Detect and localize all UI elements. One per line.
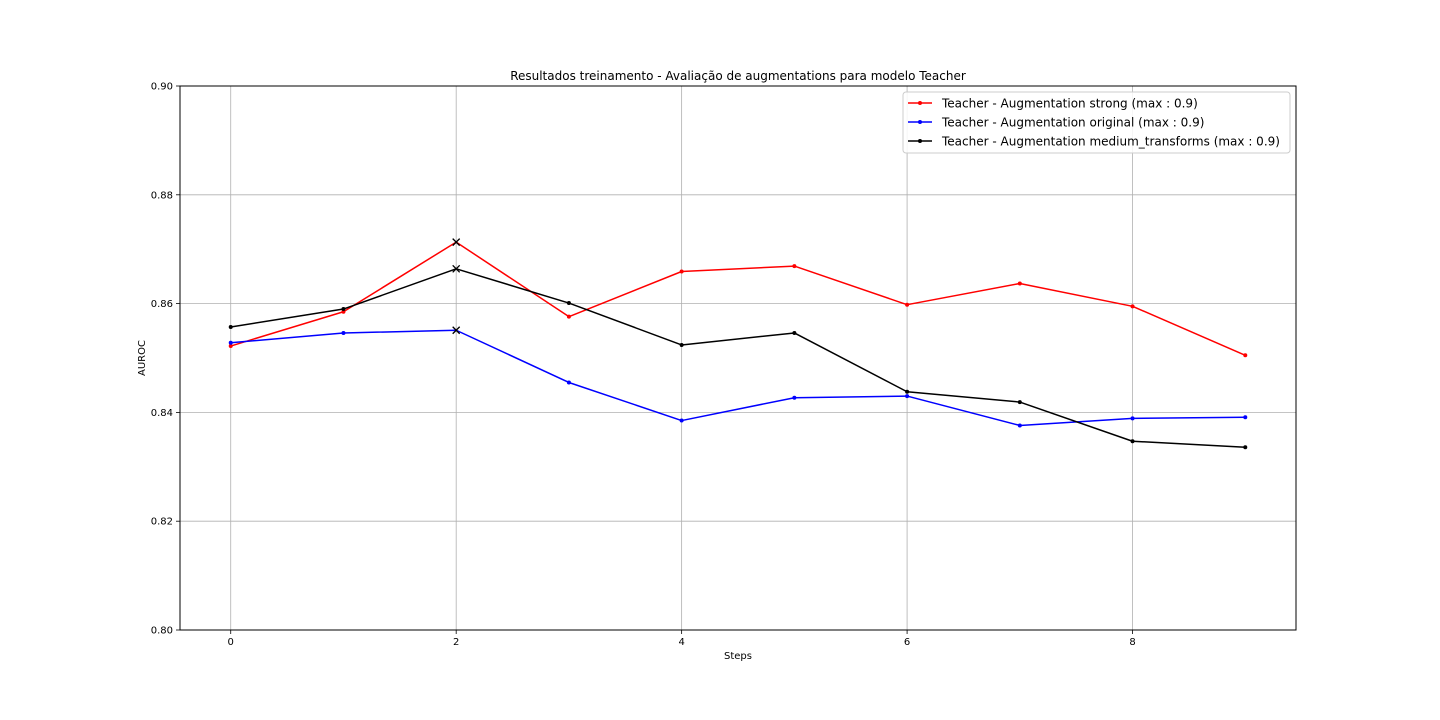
data-point [228, 344, 233, 349]
data-point [905, 389, 910, 394]
x-axis: 0 2 4 6 8 [228, 630, 1136, 648]
data-point [341, 330, 346, 335]
max-point-marker [452, 238, 461, 247]
data-point [679, 418, 684, 423]
data-point [1130, 304, 1135, 309]
data-point [228, 324, 233, 329]
legend-label: Teacher - Augmentation strong (max : 0.9… [941, 97, 1198, 111]
data-point [1243, 353, 1248, 358]
grid-lines [180, 85, 1296, 631]
y-axis: 0.80 0.82 0.84 0.86 0.88 0.90 [151, 82, 180, 637]
x-tick-label: 0 [228, 637, 234, 648]
y-tick-label: 0.82 [151, 517, 173, 528]
y-axis-label: AUROC [137, 340, 148, 376]
legend-label: Teacher - Augmentation medium_transforms… [941, 135, 1280, 149]
y-tick-label: 0.90 [151, 82, 173, 93]
series-group [228, 264, 1248, 450]
legend-marker [918, 139, 922, 143]
data-point [679, 342, 684, 347]
legend-label: Teacher - Augmentation original (max : 0… [941, 116, 1204, 130]
data-point [1017, 281, 1022, 286]
data-point [1130, 416, 1135, 421]
data-point [1243, 445, 1248, 450]
legend-item: Teacher - Augmentation original (max : 0… [908, 116, 1204, 130]
max-point-marker [452, 264, 461, 273]
data-point [679, 269, 684, 274]
legend-marker [918, 101, 922, 105]
data-point [1130, 439, 1135, 444]
data-point [1017, 400, 1022, 405]
series-group [228, 238, 1248, 358]
data-point [792, 395, 797, 400]
y-tick-label: 0.80 [151, 626, 173, 637]
max-point-marker [452, 326, 461, 335]
data-point [228, 340, 233, 345]
data-point [341, 307, 346, 312]
series-layer [228, 238, 1248, 450]
y-tick-label: 0.86 [151, 299, 173, 310]
y-tick-label: 0.84 [151, 408, 173, 419]
data-point [792, 330, 797, 335]
series-line [230, 241, 1246, 356]
x-tick-label: 2 [453, 637, 459, 648]
data-point [792, 264, 797, 269]
plot-frame [179, 85, 1297, 631]
data-point [566, 314, 571, 319]
x-axis-label: Steps [724, 651, 752, 662]
series-line [230, 329, 1246, 427]
legend-item: Teacher - Augmentation medium_transforms… [908, 135, 1280, 149]
data-point [905, 302, 910, 307]
x-tick-label: 4 [678, 637, 684, 648]
legend-box [902, 91, 1291, 154]
chart-title: Resultados treinamento - Avaliação de au… [510, 69, 966, 83]
x-tick-label: 6 [904, 637, 910, 648]
data-point [1243, 415, 1248, 420]
legend-marker [918, 120, 922, 124]
series-line [230, 268, 1246, 448]
data-point [566, 380, 571, 385]
y-tick-label: 0.88 [151, 190, 173, 201]
legend: Teacher - Augmentation strong (max : 0.9… [902, 91, 1291, 154]
data-point [566, 301, 571, 306]
data-point [1017, 423, 1022, 428]
x-tick-label: 8 [1129, 637, 1135, 648]
legend-item: Teacher - Augmentation strong (max : 0.9… [908, 97, 1198, 111]
data-point [905, 394, 910, 399]
